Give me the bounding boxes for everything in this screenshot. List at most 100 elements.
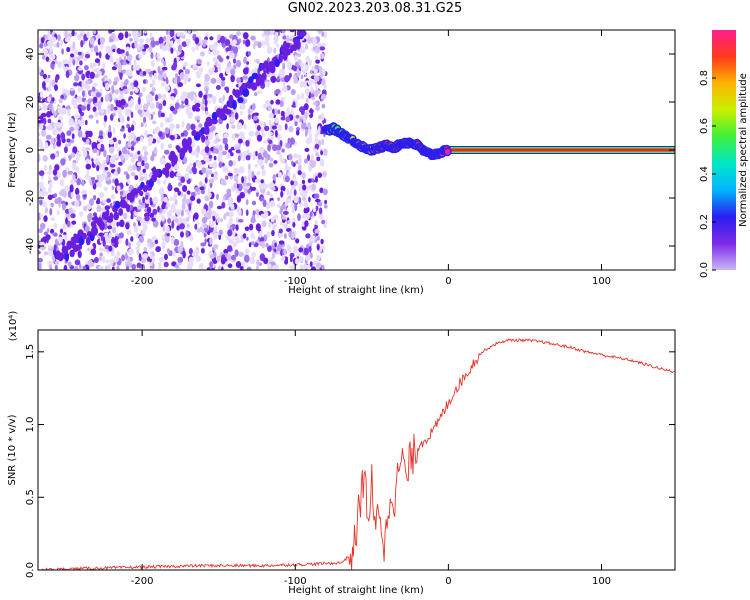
noise-point [139, 176, 145, 182]
noise-point [63, 264, 68, 270]
noise-point [228, 211, 234, 218]
noise-point [217, 265, 222, 270]
noise-point [119, 191, 124, 196]
noise-point [299, 264, 304, 270]
noise-point [47, 118, 52, 124]
noise-point [125, 252, 128, 261]
noise-point [59, 39, 64, 47]
noise-point [238, 166, 245, 174]
noise-point [169, 196, 175, 202]
noise-point [213, 51, 217, 56]
noise-point [67, 261, 72, 267]
noise-point [67, 190, 72, 198]
noise-point [238, 131, 245, 137]
noise-point [92, 106, 97, 112]
noise-point [176, 171, 181, 177]
noise-point [70, 152, 76, 158]
noise-point [307, 122, 311, 130]
noise-point [74, 200, 80, 208]
noise-point [77, 250, 82, 259]
noise-point [309, 58, 312, 67]
noise-point [314, 91, 319, 98]
noise-point [245, 39, 251, 47]
noise-point [204, 73, 210, 82]
noise-point [226, 188, 232, 195]
noise-point [118, 32, 124, 40]
noise-point [168, 182, 172, 190]
noise-point [190, 91, 195, 96]
noise-point [199, 181, 203, 187]
noise-point [100, 235, 104, 242]
noise-point [182, 66, 186, 70]
noise-point [323, 204, 328, 209]
noise-point [128, 33, 131, 37]
noise-point [39, 91, 43, 98]
noise-point [98, 265, 104, 270]
noise-point [196, 161, 202, 168]
noise-point [54, 164, 60, 171]
noise-point [111, 185, 115, 190]
noise-point [234, 249, 239, 257]
snr-x-label: Height of straight line (km) [288, 585, 424, 596]
noise-point [191, 30, 198, 33]
noise-point [246, 61, 250, 65]
noise-point [209, 163, 214, 168]
diagonal-point [99, 221, 105, 231]
noise-point [180, 176, 186, 183]
noise-point [314, 229, 320, 234]
noise-point [263, 257, 269, 264]
noise-point [84, 65, 89, 71]
noise-point [153, 72, 158, 80]
noise-point [117, 167, 121, 175]
noise-point [128, 134, 134, 140]
noise-point [142, 196, 146, 203]
noise-point [227, 245, 233, 252]
noise-point [237, 209, 242, 216]
noise-point [299, 80, 304, 88]
diagonal-point [81, 232, 87, 240]
noise-point [104, 166, 109, 171]
noise-point [171, 64, 177, 71]
noise-point [320, 150, 323, 156]
noise-point [46, 96, 52, 102]
noise-point [161, 203, 166, 210]
noise-point [177, 82, 183, 88]
noise-point [247, 168, 252, 176]
noise-point [112, 126, 116, 135]
noise-point [157, 93, 162, 100]
noise-point [235, 261, 242, 268]
noise-point [133, 80, 139, 88]
noise-point [94, 73, 100, 79]
noise-point [77, 66, 83, 71]
noise-point [196, 58, 203, 65]
noise-point [315, 262, 322, 269]
noise-point [54, 238, 58, 246]
noise-point [122, 146, 128, 155]
noise-point [252, 43, 256, 50]
noise-point [56, 41, 60, 48]
colorbar-tick-label: 0.0 [699, 262, 710, 278]
noise-point [106, 107, 111, 115]
noise-point [187, 106, 191, 111]
noise-point [42, 81, 46, 89]
noise-point [266, 46, 273, 54]
y-tick-label: -20 [25, 190, 36, 206]
noise-point [68, 117, 74, 126]
noise-point [73, 120, 79, 126]
noise-point [54, 84, 58, 91]
noise-point [204, 177, 208, 184]
noise-point [250, 186, 257, 191]
noise-point [272, 144, 278, 152]
noise-point [185, 168, 189, 172]
noise-point [130, 236, 134, 242]
noise-point [72, 59, 76, 66]
noise-point [116, 185, 121, 192]
noise-point [164, 149, 170, 155]
noise-point [97, 104, 102, 111]
noise-point [89, 47, 94, 53]
noise-point [69, 126, 75, 132]
noise-point [186, 209, 190, 216]
noise-point [56, 197, 62, 204]
noise-point [285, 257, 288, 262]
noise-point [221, 181, 227, 186]
